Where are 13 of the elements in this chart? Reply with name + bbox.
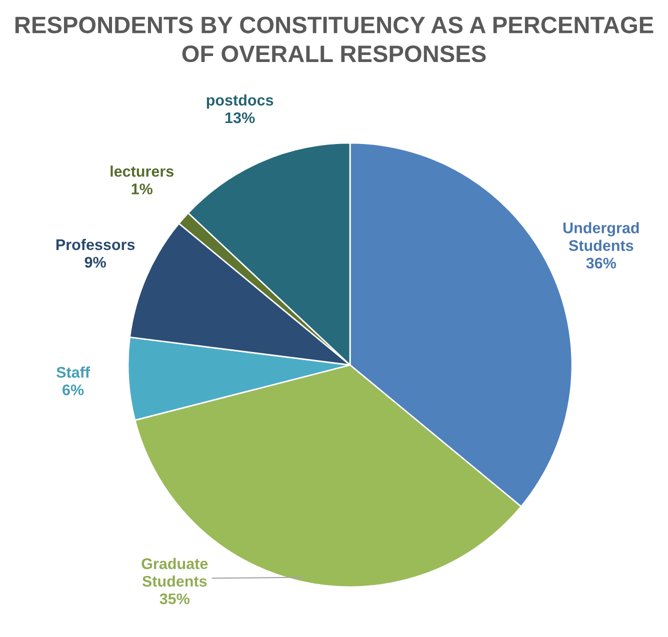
data-label: 36% [586,258,616,269]
slice-label: Undergrad Students [563,222,639,251]
slice-label: Staff [56,366,90,378]
data-label: 13% [225,112,255,124]
slice-label: Graduate Students [142,558,208,587]
chart-title: RESPONDENTS BY CONSTITUENCY AS A PERCENTAGE OF OVERALL RESPONSES [15,16,654,62]
data-label: 9% [84,256,106,268]
data-label: 6% [62,384,84,396]
data-label: 1% [132,184,152,194]
slice-label: lecturers [110,166,174,177]
slice-label: Professors [56,238,135,250]
slice-label: postdocs [206,94,274,109]
data-label: 35% [160,593,190,604]
